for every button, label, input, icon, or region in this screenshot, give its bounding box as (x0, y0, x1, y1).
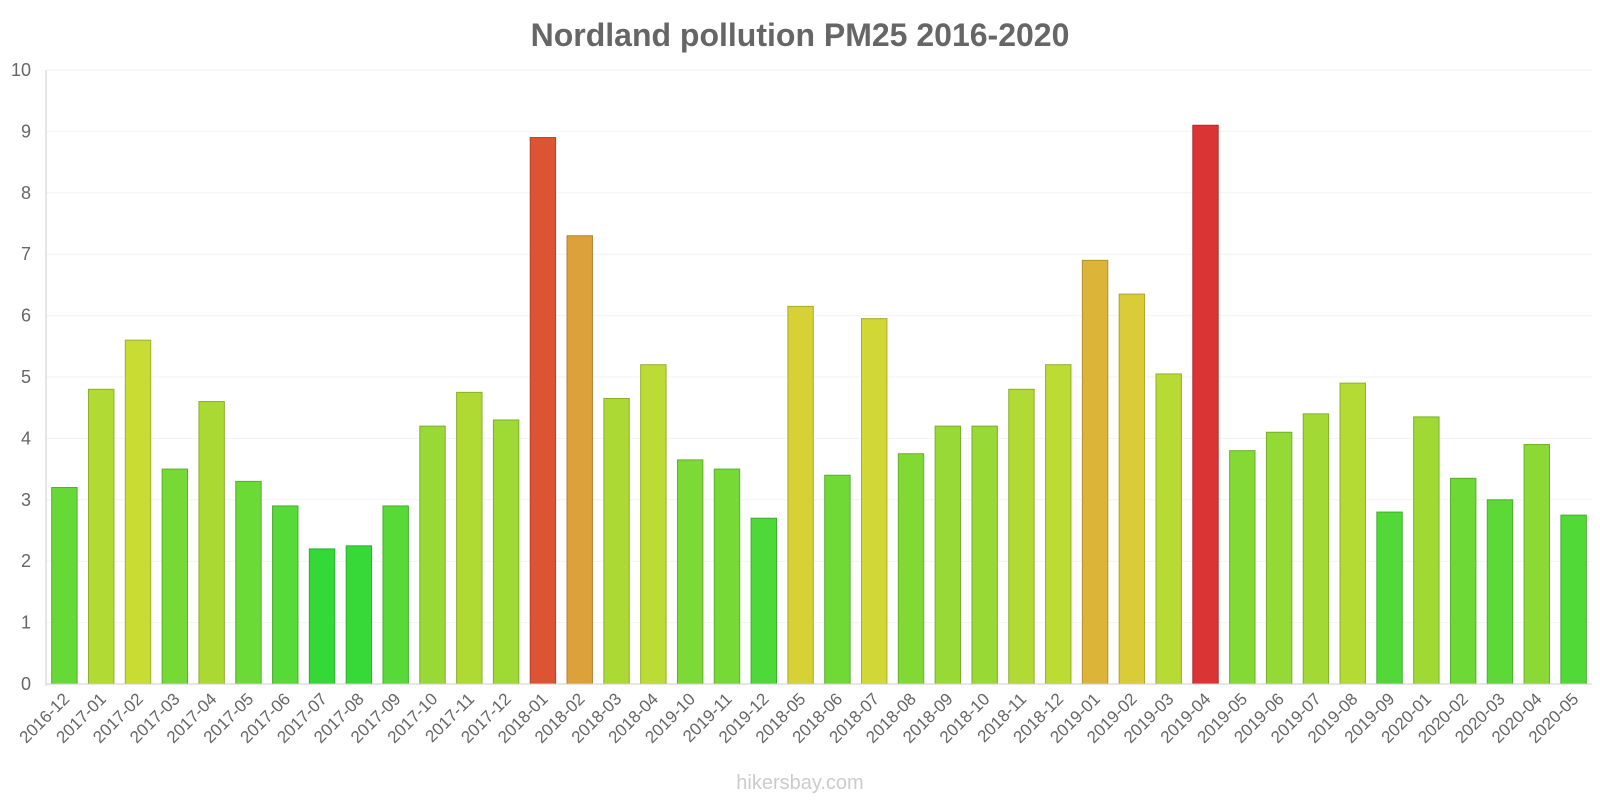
y-tick-labels: 0 1 2 3 4 5 6 7 8 9 10 (11, 60, 31, 694)
bar-2019-06 (1265, 431, 1293, 685)
bars (51, 124, 1587, 685)
bar-2017-01 (88, 388, 115, 685)
y-tick-label: 10 (11, 60, 31, 80)
y-tick-label: 9 (21, 121, 31, 141)
y-tick-label: 7 (21, 244, 31, 264)
bar-2016-12 (51, 487, 78, 685)
x-tick-labels: 2016-122017-012017-022017-032017-042017-… (16, 689, 1583, 747)
bar-2020-05 (1560, 514, 1587, 685)
bar-2017-04 (198, 401, 225, 685)
bar-2017-05 (235, 480, 262, 685)
bar-2019-09 (1376, 511, 1403, 685)
bar-2017-12 (492, 419, 520, 685)
y-tick-label: 3 (21, 490, 31, 510)
bar-2019-05 (1229, 450, 1256, 685)
bar-2019-03 (1155, 373, 1182, 685)
bar-2017-02 (124, 339, 152, 685)
bar-2017-06 (272, 505, 299, 685)
bar-2020-03 (1486, 499, 1514, 685)
bar-2018-12 (1045, 364, 1072, 685)
bar-2018-05 (787, 305, 814, 685)
bar-2018-09 (934, 425, 962, 685)
bar-2017-08 (345, 545, 373, 685)
bar-2017-07 (308, 548, 336, 685)
bar-2019-11 (713, 468, 741, 685)
bar-2018-10 (971, 425, 998, 685)
bar-2018-01 (529, 137, 557, 685)
bar-2019-12 (750, 517, 777, 685)
axes (45, 70, 1592, 686)
bar-2017-09 (382, 505, 409, 685)
y-tick-label: 4 (21, 428, 31, 448)
bar-2017-11 (456, 391, 483, 685)
bar-2018-07 (861, 318, 888, 685)
bar-2020-04 (1523, 444, 1550, 685)
bar-2018-03 (603, 397, 630, 685)
bar-2019-07 (1302, 413, 1330, 685)
bar-2017-03 (161, 468, 189, 685)
bar-2018-06 (824, 474, 851, 685)
bar-2019-01 (1081, 259, 1109, 685)
bar-2019-10 (676, 459, 704, 685)
grid-lines (46, 69, 1592, 685)
y-tick-label: 8 (21, 183, 31, 203)
y-tick-label: 2 (21, 551, 31, 571)
bar-2019-04 (1192, 124, 1219, 685)
bar-2019-02 (1118, 293, 1146, 685)
y-tick-label: 0 (21, 674, 31, 694)
bar-2018-02 (566, 235, 593, 685)
y-tick-label: 1 (21, 613, 31, 633)
bar-2018-11 (1008, 388, 1035, 685)
credit-text: hikersbay.com (736, 772, 863, 794)
chart-title: Nordland pollution PM25 2016-2020 (531, 17, 1070, 53)
y-tick-label: 5 (21, 367, 31, 387)
bar-2018-04 (640, 364, 667, 685)
bar-2019-08 (1339, 382, 1366, 685)
y-tick-label: 6 (21, 306, 31, 326)
bar-2020-01 (1413, 416, 1440, 685)
bar-2018-08 (897, 453, 925, 685)
bar-2020-02 (1449, 477, 1477, 685)
bar-2017-10 (419, 425, 446, 685)
